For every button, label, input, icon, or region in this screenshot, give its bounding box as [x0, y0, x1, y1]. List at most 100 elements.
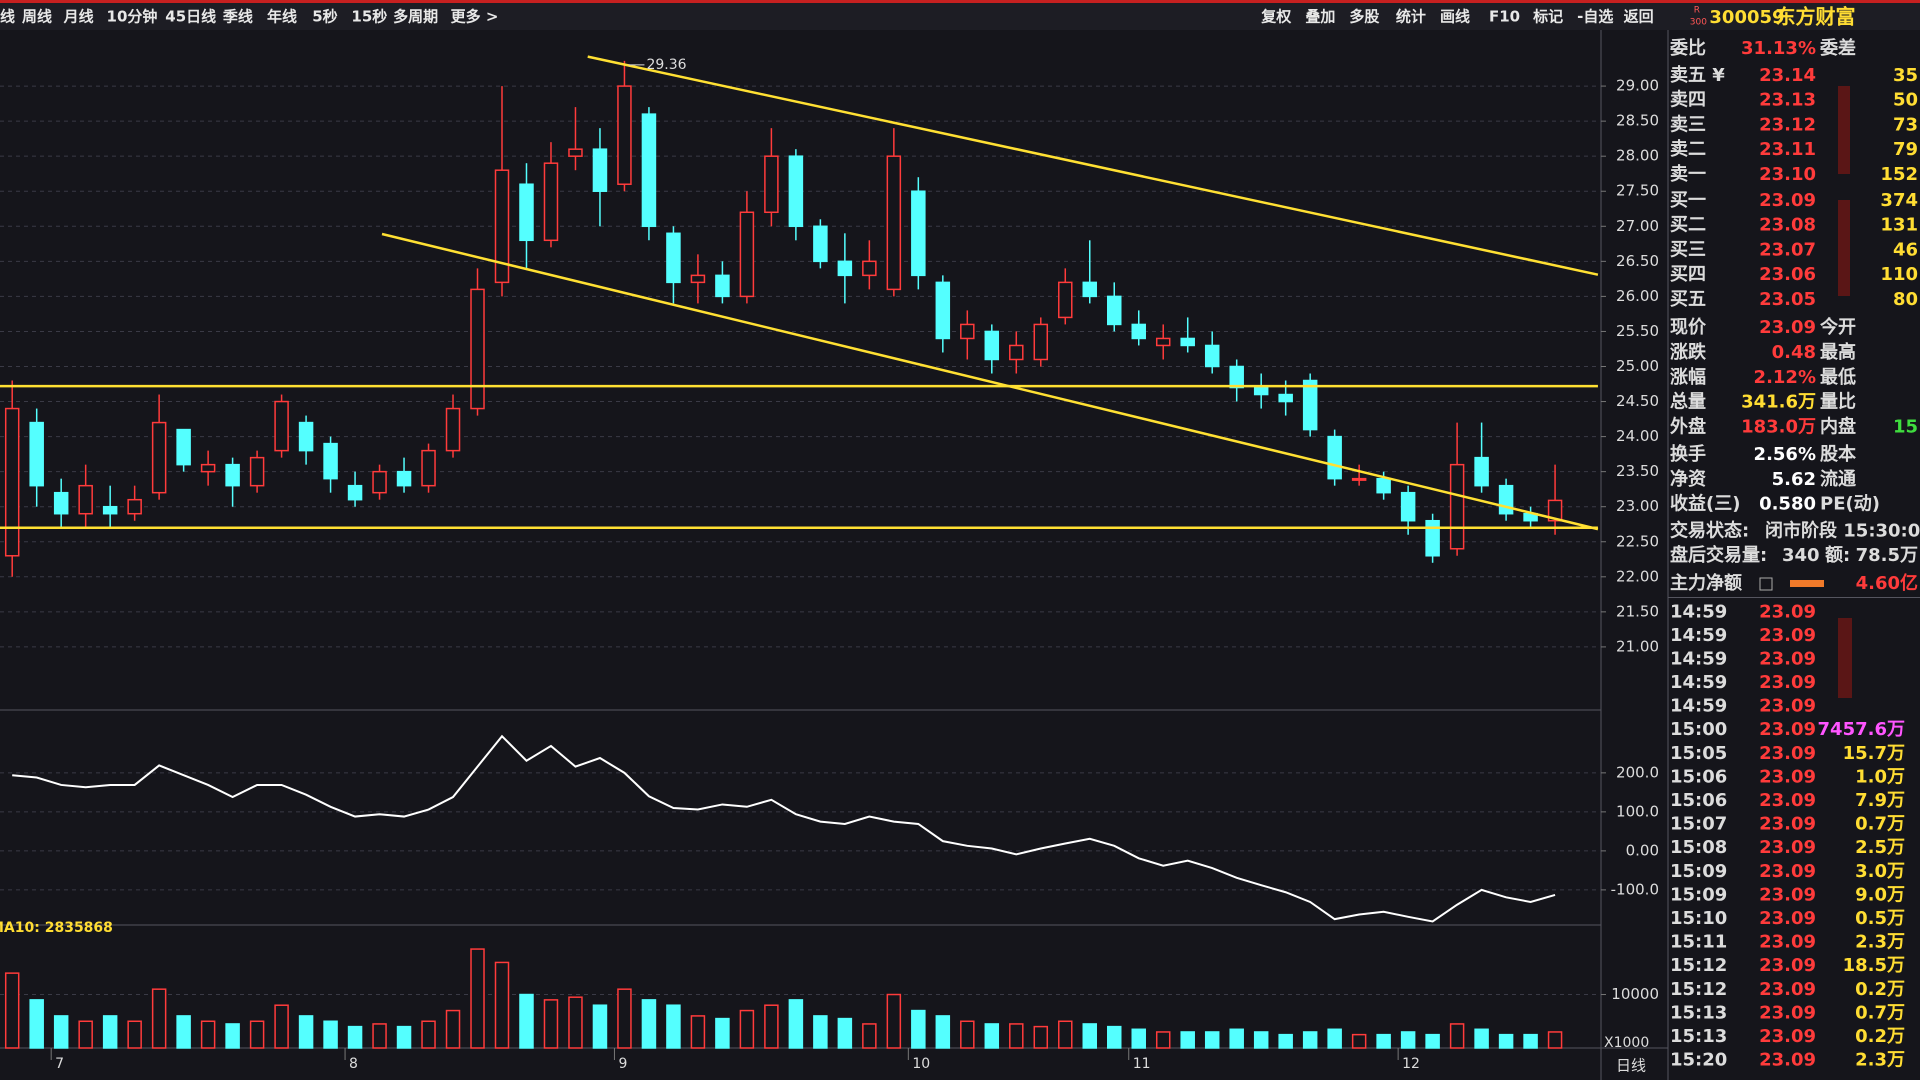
toolbar-item[interactable]: 返回 — [1624, 8, 1654, 26]
toolbar-item[interactable]: 周线 — [22, 8, 52, 26]
tick-time: 15:06 — [1670, 766, 1727, 787]
toolbar-item[interactable]: 15秒 — [351, 8, 387, 26]
x-tick-label: 12 — [1402, 1056, 1420, 1072]
toolbar-item[interactable]: 统计 — [1396, 8, 1426, 26]
toolbar-item[interactable]: F10 — [1489, 8, 1520, 26]
toolbar-item[interactable]: 10分钟 — [107, 8, 158, 26]
top-edge — [0, 0, 1920, 3]
toolbar-item[interactable]: 年线 — [267, 8, 297, 26]
net-value: 4.60亿 — [1856, 572, 1918, 594]
y-tick-label: 200.0 — [1616, 763, 1659, 781]
volume-bar — [274, 1004, 289, 1049]
stat-label: 量比 — [1820, 391, 1856, 413]
volume-bar — [788, 999, 804, 1049]
y-tick-label: 10000 — [1611, 985, 1659, 1003]
toolbar-item[interactable]: 多周期 — [393, 8, 438, 26]
toolbar-item[interactable]: 更多 > — [451, 8, 499, 26]
candle-body — [249, 456, 265, 487]
toolbar-item[interactable]: 季线 — [223, 8, 253, 26]
toolbar-item[interactable]: 45日线 — [165, 8, 216, 26]
candle-body — [813, 225, 828, 263]
market-tag: 300 — [1690, 18, 1707, 28]
tick-volume: 0.5万 — [1855, 908, 1905, 929]
toolbar-item[interactable]: 画线 — [1440, 8, 1470, 26]
ask-depth-bar — [1838, 86, 1850, 174]
toolbar-item[interactable]: 复权 — [1260, 8, 1292, 26]
toolbar-item[interactable]: 5秒 — [312, 8, 337, 26]
tick-price: 23.09 — [1759, 837, 1816, 858]
tick-time: 14:59 — [1670, 672, 1727, 693]
volume-bar — [1498, 1033, 1514, 1049]
period-label: 日线 — [1616, 1057, 1646, 1075]
tick-price: 23.09 — [1759, 696, 1816, 717]
toolbar-item[interactable]: -自选 — [1577, 8, 1613, 26]
y-tick-label: 0.00 — [1626, 841, 1659, 859]
book-price: 23.13 — [1759, 90, 1816, 111]
label: 委差 — [1819, 37, 1856, 59]
y-tick-label: -100.0 — [1611, 880, 1659, 898]
y-tick-label: 25.00 — [1616, 357, 1659, 375]
stat-extra: 15 — [1893, 417, 1918, 438]
y-tick-label: 22.00 — [1616, 567, 1659, 585]
volume-bar — [102, 1015, 118, 1049]
toolbar-item[interactable]: 线 — [0, 8, 15, 26]
tick-price: 23.09 — [1759, 861, 1816, 882]
y-tick-label: 100.0 — [1616, 802, 1659, 820]
volume-bar — [543, 999, 559, 1049]
tick-price: 23.09 — [1759, 1026, 1816, 1047]
y-tick-label: 24.50 — [1616, 392, 1659, 410]
y-tick-label: 27.50 — [1616, 182, 1659, 200]
book-volume: 152 — [1880, 164, 1918, 185]
toolbar-item[interactable]: 月线 — [63, 8, 94, 26]
candle-body — [1155, 337, 1171, 347]
candle-body — [715, 274, 730, 298]
toolbar-item[interactable]: 标记 — [1532, 8, 1563, 26]
book-volume: 35 — [1893, 65, 1918, 86]
candle-body — [1082, 281, 1098, 298]
tick-time: 15:05 — [1670, 743, 1727, 764]
candle-body — [960, 323, 975, 340]
toolbar-item[interactable]: 叠加 — [1305, 8, 1335, 26]
candle-body — [151, 421, 167, 494]
book-label: 买二 — [1670, 215, 1706, 236]
tick-volume: 2.5万 — [1855, 837, 1905, 858]
tick-price: 23.09 — [1759, 1002, 1816, 1023]
tick-time: 14:59 — [1670, 696, 1727, 717]
toolbar-item[interactable]: 多股 — [1349, 8, 1380, 26]
volume-bar — [862, 1023, 877, 1049]
candle-body — [1009, 344, 1024, 361]
y-tick-label: 26.00 — [1616, 287, 1659, 305]
book-label: 买三 — [1670, 239, 1706, 260]
candle-body — [543, 162, 559, 242]
candle-body — [617, 85, 632, 185]
after-value: 78.5万 — [1856, 545, 1918, 566]
volume-bar — [1523, 1033, 1538, 1049]
stat-value: 2.12% — [1754, 367, 1816, 388]
tick-time: 15:00 — [1670, 719, 1727, 740]
candle-body — [494, 169, 510, 284]
y-tick-label: 27.00 — [1616, 217, 1659, 235]
volume-bar — [1131, 1028, 1146, 1049]
volume-bar — [249, 1020, 265, 1049]
book-volume: 110 — [1880, 264, 1918, 285]
peak-label: 29.36 — [646, 57, 686, 73]
candle-body — [53, 491, 69, 515]
volume-bar — [445, 1009, 461, 1049]
candle-body — [274, 400, 289, 452]
book-price: 23.12 — [1759, 114, 1816, 135]
book-label: 卖三 — [1670, 113, 1706, 135]
book-price: 23.11 — [1759, 139, 1816, 160]
book-price: 23.14 — [1759, 65, 1816, 86]
volume-bar — [494, 961, 510, 1049]
tick-depth-bar — [1838, 618, 1852, 698]
candle-body — [1253, 386, 1269, 396]
tick-volume: 3.0万 — [1855, 861, 1905, 882]
stat-label: 净资 — [1670, 468, 1706, 490]
volume-bar — [1058, 1020, 1073, 1049]
stock-code: 300059 — [1709, 7, 1784, 28]
y-tick-label: 23.50 — [1616, 462, 1659, 480]
tick-price: 23.09 — [1759, 766, 1816, 787]
volume-bar — [1449, 1023, 1465, 1049]
candle-body — [176, 428, 191, 466]
